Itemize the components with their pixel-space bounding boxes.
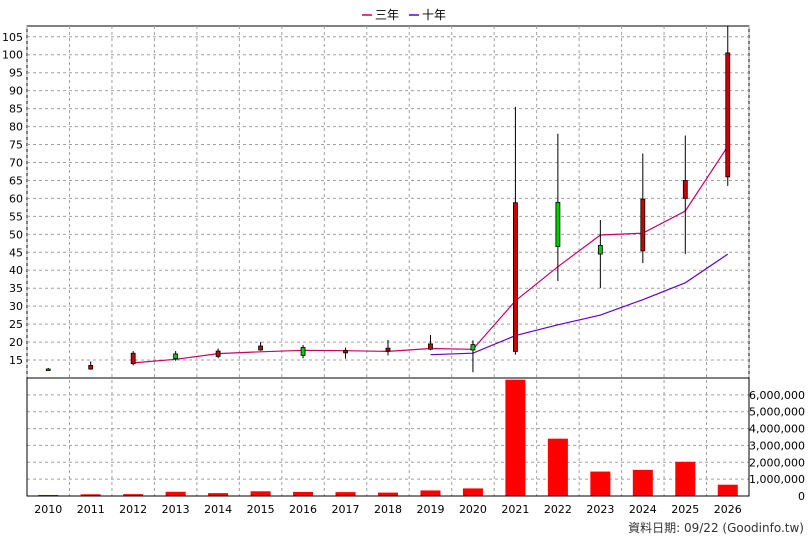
volume-bar xyxy=(547,438,568,496)
volume-bar xyxy=(123,494,144,496)
x-tick-label: 2023 xyxy=(586,503,614,516)
candle-body xyxy=(470,344,476,351)
volume-bar xyxy=(335,492,356,496)
x-tick-label: 2018 xyxy=(374,503,402,516)
x-tick-label: 2015 xyxy=(247,503,275,516)
candle-body xyxy=(173,353,179,360)
footer-source: 資料日期: 09/22 (Goodinfo.tw) xyxy=(628,521,804,535)
price-tick-label: 20 xyxy=(9,336,23,349)
x-tick-label: 2021 xyxy=(501,503,529,516)
volume-bar xyxy=(420,490,441,496)
x-tick-label: 2011 xyxy=(77,503,105,516)
volume-panel: 6,000,000 5,000,000 4,000,000 3,000,000 2,00… xyxy=(26,377,805,503)
candle-body xyxy=(555,201,561,247)
volume-tick-label: 3,000,000 xyxy=(749,439,805,452)
legend: 三年 十年 xyxy=(362,8,446,22)
x-tick-label: 2014 xyxy=(204,503,232,516)
candle-body xyxy=(385,347,391,352)
x-tick-label: 2017 xyxy=(332,503,360,516)
candle-body xyxy=(343,349,348,354)
price-tick-label: 95 xyxy=(9,67,23,80)
volume-bar xyxy=(38,494,59,496)
price-tick-label: 45 xyxy=(9,246,23,259)
series-line-十年 xyxy=(430,253,729,356)
volume-tick-label: 6,000,000 xyxy=(749,389,805,402)
price-tick-label: 15 xyxy=(9,354,23,367)
volume-bar xyxy=(293,491,314,496)
price-tick-label: 60 xyxy=(9,192,23,205)
price-tick-label: 90 xyxy=(9,85,23,98)
candle-body xyxy=(597,245,603,255)
volume-bar xyxy=(80,494,101,496)
price-panel: 15 20 25 30 35 40 45 50 55 60 65 70 75 80 85 90 95 100 105 xyxy=(2,25,750,496)
volume-bar xyxy=(462,488,483,496)
candle-body xyxy=(88,365,94,370)
price-tick-label: 35 xyxy=(9,282,23,295)
price-tick-label: 30 xyxy=(9,300,23,313)
candle-body xyxy=(45,368,51,371)
volume-bar xyxy=(717,484,738,496)
x-tick-label: 2013 xyxy=(162,503,190,516)
candle-body xyxy=(682,180,688,199)
price-tick-label: 80 xyxy=(9,121,23,134)
price-tick-label: 70 xyxy=(9,156,23,169)
volume-bar xyxy=(250,491,271,496)
volume-bar xyxy=(675,461,696,496)
volume-bar xyxy=(208,493,229,496)
x-tick-label: 2010 xyxy=(34,503,62,516)
volume-tick-label: 0 xyxy=(798,490,805,503)
x-tick-label: 2024 xyxy=(629,503,657,516)
volume-tick-label: 1,000,000 xyxy=(749,473,805,486)
candle-body xyxy=(300,347,306,356)
price-tick-label: 85 xyxy=(9,103,23,116)
candle-body xyxy=(428,343,433,350)
legend-label: 三年 xyxy=(375,8,399,22)
volume-tick-label: 5,000,000 xyxy=(749,406,805,419)
price-tick-label: 25 xyxy=(9,318,23,331)
x-tick-label: 2020 xyxy=(459,503,487,516)
volume-tick-label: 4,000,000 xyxy=(749,423,805,436)
x-tick-label: 2026 xyxy=(714,503,742,516)
price-tick-label: 75 xyxy=(9,139,23,152)
price-tick-label: 50 xyxy=(9,228,23,241)
volume-tick-label: 2,000,000 xyxy=(749,456,805,469)
price-tick-label: 65 xyxy=(9,174,23,187)
candle-body xyxy=(258,345,263,351)
candle-body xyxy=(725,52,731,178)
x-tick-label: 2019 xyxy=(416,503,444,516)
price-tick-label: 105 xyxy=(2,31,23,44)
price-tick-label: 40 xyxy=(9,264,23,277)
volume-bar xyxy=(590,471,611,496)
x-tick-label: 2022 xyxy=(544,503,572,516)
candle-body xyxy=(130,352,136,365)
candle-body xyxy=(513,202,518,352)
x-tick-label: 2016 xyxy=(289,503,317,516)
x-axis: 2010 2011 2012 2013 2014 2015 2016 2017 2018 2019… xyxy=(34,503,742,516)
candle-body xyxy=(640,198,646,252)
volume-bar xyxy=(505,379,526,496)
volume-bar xyxy=(165,491,186,496)
x-tick-label: 2025 xyxy=(671,503,699,516)
candle-body xyxy=(215,350,221,357)
volume-bar xyxy=(632,469,653,496)
volume-bar xyxy=(378,492,398,496)
x-tick-label: 2012 xyxy=(119,503,147,516)
legend-label: 十年 xyxy=(422,8,446,22)
price-tick-label: 55 xyxy=(9,210,23,223)
price-tick-label: 100 xyxy=(2,49,23,62)
